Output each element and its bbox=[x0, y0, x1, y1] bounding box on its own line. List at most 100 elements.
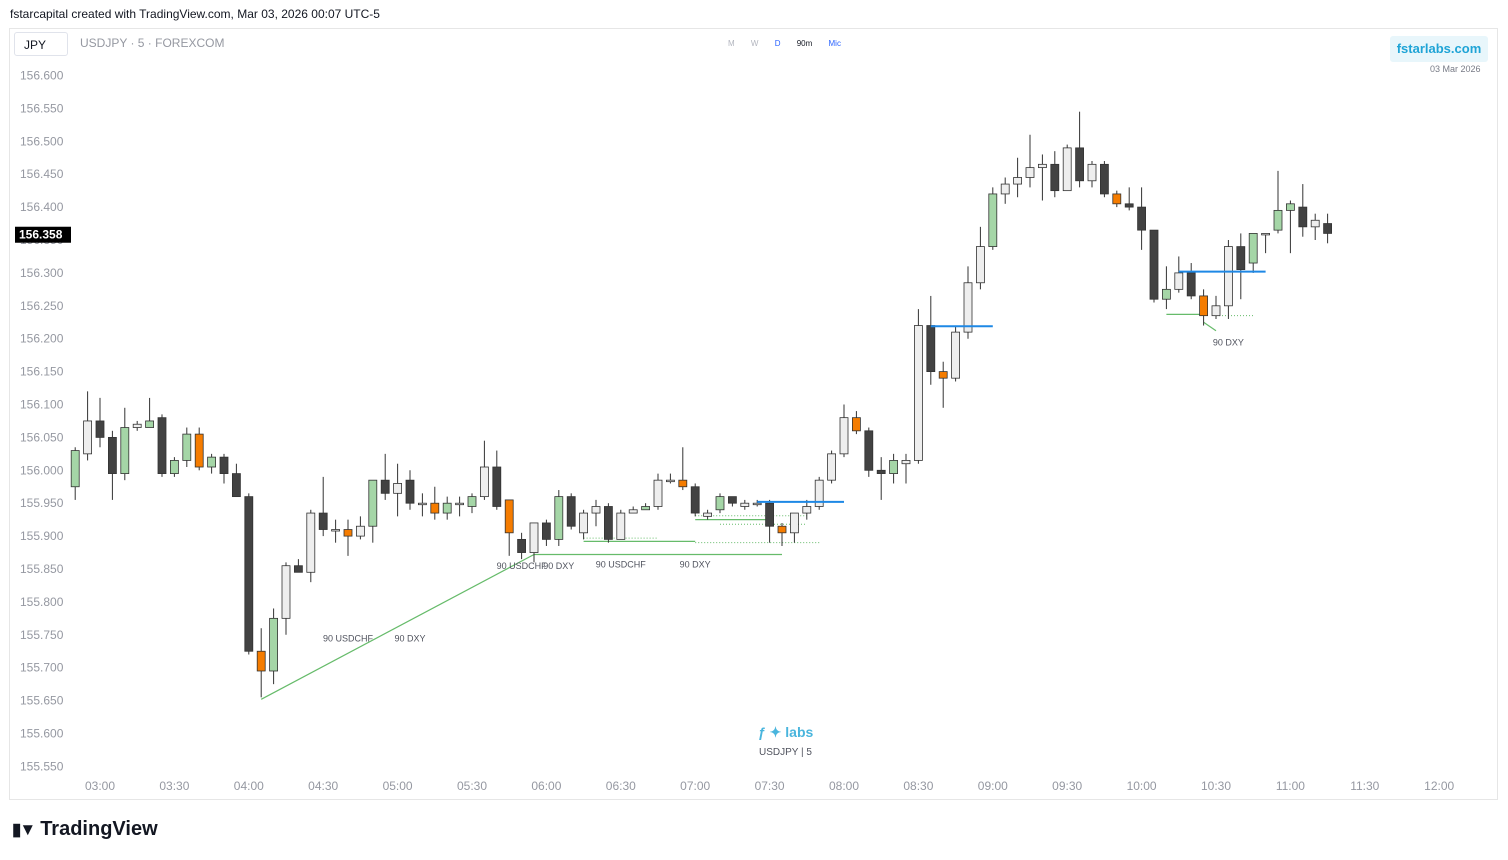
tradingview-logo[interactable]: ▮▼ TradingView bbox=[12, 818, 158, 841]
candle-body bbox=[1100, 163, 1109, 195]
timeframe-mic[interactable]: Mic bbox=[828, 39, 841, 48]
divergence-annotation: 90 DXY bbox=[394, 633, 425, 643]
y-tick-label: 156.500 bbox=[20, 134, 64, 148]
y-tick-label: 155.950 bbox=[20, 496, 64, 510]
x-tick-label: 08:00 bbox=[829, 779, 859, 793]
candle-body bbox=[839, 417, 849, 455]
candle-body bbox=[231, 473, 241, 498]
candle-body bbox=[368, 479, 378, 527]
candle-body bbox=[1013, 177, 1022, 185]
x-tick-label: 04:00 bbox=[234, 779, 264, 793]
candle-body bbox=[417, 502, 427, 506]
timeframe-m[interactable]: M bbox=[728, 39, 735, 48]
candle-body bbox=[95, 420, 105, 438]
candle-body bbox=[1050, 163, 1060, 192]
candle-body bbox=[1087, 163, 1097, 182]
candle-body bbox=[442, 502, 452, 514]
brand-badge[interactable]: fstarlabs.com bbox=[1390, 36, 1488, 62]
candle-body bbox=[219, 456, 229, 474]
tradingview-logo-text: TradingView bbox=[40, 818, 158, 840]
candle-body bbox=[256, 650, 266, 672]
divergence-annotation: 90 DXY bbox=[1213, 337, 1244, 347]
candle-body bbox=[492, 466, 502, 507]
divergence-annotation: 90 DXY bbox=[680, 560, 711, 570]
candle-body bbox=[951, 331, 960, 379]
candle-body bbox=[467, 496, 477, 507]
candle-body bbox=[380, 479, 390, 494]
divergence-annotation: 90 USDCHF bbox=[323, 633, 374, 643]
x-tick-label: 11:30 bbox=[1350, 779, 1379, 793]
candle-body bbox=[1075, 147, 1084, 182]
chart-header-caption: fstarcapital created with TradingView.co… bbox=[10, 7, 380, 21]
candle-body bbox=[1261, 233, 1270, 236]
candle-body bbox=[182, 433, 192, 461]
candle-body bbox=[306, 512, 316, 573]
candle-body bbox=[690, 486, 700, 514]
y-tick-label: 155.800 bbox=[20, 595, 64, 609]
y-tick-label: 156.600 bbox=[20, 69, 64, 83]
candle-body bbox=[331, 529, 341, 532]
candle-body bbox=[678, 479, 688, 488]
x-tick-label: 03:00 bbox=[85, 779, 115, 793]
y-tick-label: 155.850 bbox=[20, 562, 64, 576]
candle-body bbox=[1298, 206, 1308, 228]
timeframe-d[interactable]: D bbox=[774, 39, 781, 48]
candle-body bbox=[616, 512, 626, 540]
candle-body bbox=[157, 417, 167, 474]
candle-body bbox=[641, 506, 650, 511]
timeframe-w[interactable]: W bbox=[750, 39, 759, 48]
candle-body bbox=[517, 538, 526, 553]
candle-body bbox=[604, 506, 613, 540]
candle-body bbox=[1199, 295, 1208, 317]
chart-frame bbox=[9, 28, 1498, 800]
x-tick-label: 08:30 bbox=[903, 779, 933, 793]
tradingview-logo-icon: ▮▼ bbox=[12, 819, 36, 839]
candle-body bbox=[1310, 219, 1320, 228]
candle-body bbox=[1224, 246, 1233, 307]
currency-chip[interactable]: JPY bbox=[14, 32, 68, 56]
timeframe-90m[interactable]: 90m bbox=[796, 39, 813, 48]
candle-body bbox=[703, 512, 712, 517]
candle-body bbox=[1286, 203, 1295, 211]
last-price-badge bbox=[15, 226, 71, 243]
candle-body bbox=[120, 427, 130, 474]
candle-body bbox=[405, 479, 415, 504]
candle-body bbox=[628, 509, 638, 514]
x-tick-label: 09:30 bbox=[1052, 779, 1082, 793]
candle-body bbox=[926, 325, 936, 373]
x-tick-label: 07:30 bbox=[755, 779, 785, 793]
candle-body bbox=[666, 479, 675, 483]
candle-body bbox=[579, 512, 588, 534]
divergence-annotation: 90 USDCHF bbox=[596, 560, 647, 570]
candle-body bbox=[318, 512, 328, 530]
candle-body bbox=[132, 423, 142, 428]
y-tick-label: 155.900 bbox=[20, 529, 64, 543]
candle-body bbox=[814, 479, 824, 507]
candle-body bbox=[393, 483, 403, 494]
candle-body bbox=[777, 525, 787, 534]
last-price-label: 156.358 bbox=[19, 228, 63, 242]
y-tick-label: 155.550 bbox=[20, 759, 64, 773]
candle-body bbox=[864, 430, 874, 471]
candle-body bbox=[1000, 183, 1010, 195]
y-tick-label: 155.700 bbox=[20, 661, 64, 675]
candle-body bbox=[430, 502, 440, 514]
x-tick-label: 10:00 bbox=[1127, 779, 1157, 793]
candle-body bbox=[207, 456, 217, 468]
candle-body bbox=[194, 433, 204, 468]
candle-body bbox=[1112, 193, 1122, 205]
candle-body bbox=[889, 460, 898, 474]
y-tick-label: 156.150 bbox=[20, 365, 64, 379]
candle-body bbox=[740, 502, 750, 507]
candle-body bbox=[566, 496, 576, 527]
y-tick-label: 156.200 bbox=[20, 332, 64, 346]
divergence-annotation: 90 DXY bbox=[543, 561, 574, 571]
y-tick-label: 156.450 bbox=[20, 167, 64, 181]
candle-body bbox=[70, 450, 80, 488]
candle-body bbox=[1248, 233, 1258, 264]
candle-body bbox=[876, 469, 886, 474]
candle-body bbox=[504, 499, 514, 534]
x-tick-label: 03:30 bbox=[159, 779, 189, 793]
candle-body bbox=[1323, 223, 1332, 234]
